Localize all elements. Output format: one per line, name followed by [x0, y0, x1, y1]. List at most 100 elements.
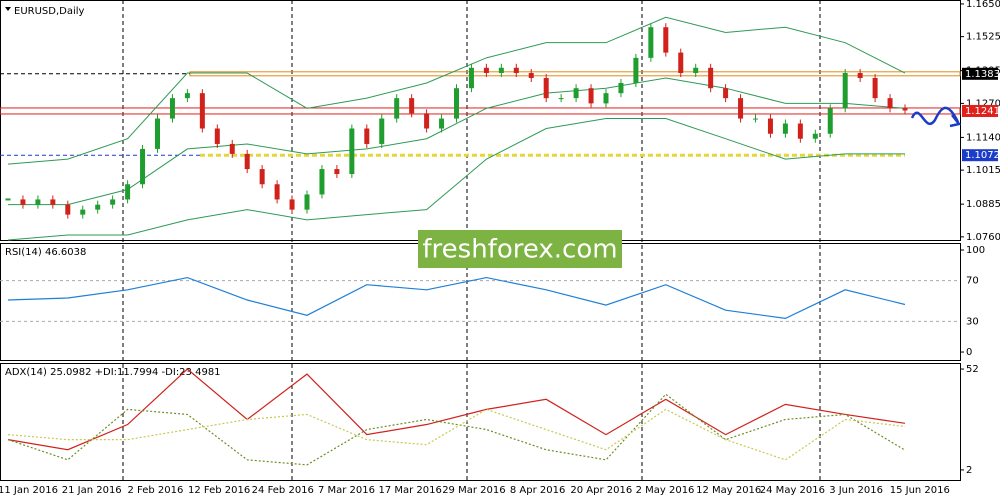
candle [558, 98, 564, 100]
candle [513, 67, 519, 74]
candle [140, 148, 146, 185]
indicator-line [7, 368, 906, 451]
y-tick-label: 0 [966, 347, 972, 358]
candle [80, 209, 86, 215]
y-tick-label: 30 [966, 316, 979, 327]
x-tick-label: 8 Apr 2016 [510, 485, 565, 496]
candle [648, 27, 654, 58]
x-tick-label: 12 May 2016 [696, 485, 761, 496]
candle [842, 73, 848, 109]
candle [259, 169, 265, 185]
candle [618, 82, 624, 94]
y-tick-label: 2 [966, 465, 972, 476]
candle [304, 194, 310, 210]
candle [872, 77, 878, 99]
candle [573, 88, 579, 99]
watermark: freshforex.com [422, 235, 617, 265]
y-tick-label: 1.1015 [966, 165, 1000, 176]
candle [409, 98, 415, 114]
candle [394, 98, 400, 119]
candle [827, 108, 833, 134]
y-tick-label: 1.1140 [966, 132, 1000, 143]
x-tick-label: 11 Jan 2016 [0, 485, 58, 496]
candle [603, 93, 609, 104]
candle [155, 118, 160, 149]
x-tick-label: 21 Jan 2016 [62, 485, 122, 496]
candle [738, 98, 744, 119]
candle [289, 199, 295, 210]
x-tick-label: 15 Jun 2016 [890, 485, 950, 496]
candle [753, 118, 758, 120]
price-title: EURUSD,Daily [14, 6, 85, 17]
candle [244, 153, 250, 170]
level-zone [0, 107, 961, 115]
candle [5, 198, 11, 201]
x-tick-label: 12 Feb 2016 [188, 485, 250, 496]
candle [678, 52, 684, 74]
x-tick-label: 24 Feb 2016 [252, 485, 314, 496]
candle [588, 88, 594, 104]
bollinger-lower [7, 118, 905, 241]
x-tick-label: 3 Jun 2016 [829, 485, 883, 496]
candle [857, 73, 863, 78]
candle [169, 98, 175, 119]
y-tick-label: 1.1270 [966, 98, 1000, 109]
x-tick-label: 17 Mar 2016 [378, 485, 441, 496]
level-label: 1.1241 [965, 106, 1000, 117]
y-tick-label: 70 [966, 276, 979, 287]
candle [543, 77, 549, 99]
candle [184, 93, 190, 99]
candle [95, 204, 101, 210]
candle [214, 128, 220, 144]
candle [528, 73, 534, 78]
level-label: 1.1383 [965, 69, 1000, 80]
candle [797, 123, 803, 139]
x-tick-label: 29 Mar 2016 [442, 485, 505, 496]
indicator-line [7, 408, 906, 461]
candle [110, 199, 116, 205]
candle [663, 27, 669, 53]
y-tick-label: 1.1650 [966, 0, 1000, 10]
y-tick-label: 1.1525 [966, 32, 1000, 43]
bollinger-middle [8, 77, 906, 206]
x-tick-label: 20 Apr 2016 [570, 485, 632, 496]
level-label-box [962, 67, 998, 80]
forecast-arrow-head [949, 114, 962, 128]
candle [274, 184, 280, 200]
candle [708, 67, 714, 89]
candle [693, 67, 699, 74]
candle [229, 143, 235, 154]
candle [319, 169, 325, 195]
x-tick-label: 2 May 2016 [636, 485, 695, 496]
candle [483, 67, 489, 74]
indicator-line [7, 393, 906, 466]
candle [454, 88, 459, 119]
candle [364, 128, 370, 144]
y-tick-label: 100 [966, 245, 985, 256]
candle [633, 57, 639, 83]
rsi-title: RSI(14) 46.6038 [5, 247, 86, 258]
indicator-line [7, 276, 906, 319]
level-label-box [962, 104, 998, 117]
candle [468, 67, 474, 89]
adx-panel [0, 363, 961, 481]
candle [812, 133, 818, 139]
candle [902, 108, 908, 111]
candle [125, 184, 131, 200]
y-tick-label: 52 [966, 364, 979, 375]
candle [723, 88, 729, 99]
candle [498, 67, 504, 74]
candle [199, 93, 205, 129]
adx-title: ADX(14) 25.0982 +DI:11.7994 -DI:23.4981 [5, 367, 221, 378]
candle [379, 118, 385, 144]
candle [424, 113, 430, 129]
menu-triangle [5, 7, 11, 11]
candle [50, 199, 56, 205]
y-tick-label: 1.0885 [966, 199, 1000, 210]
candle [334, 169, 340, 175]
candle [887, 98, 893, 109]
level-zone [189, 71, 961, 77]
y-tick-label: 1.0760 [966, 232, 1000, 243]
candle [439, 118, 445, 129]
